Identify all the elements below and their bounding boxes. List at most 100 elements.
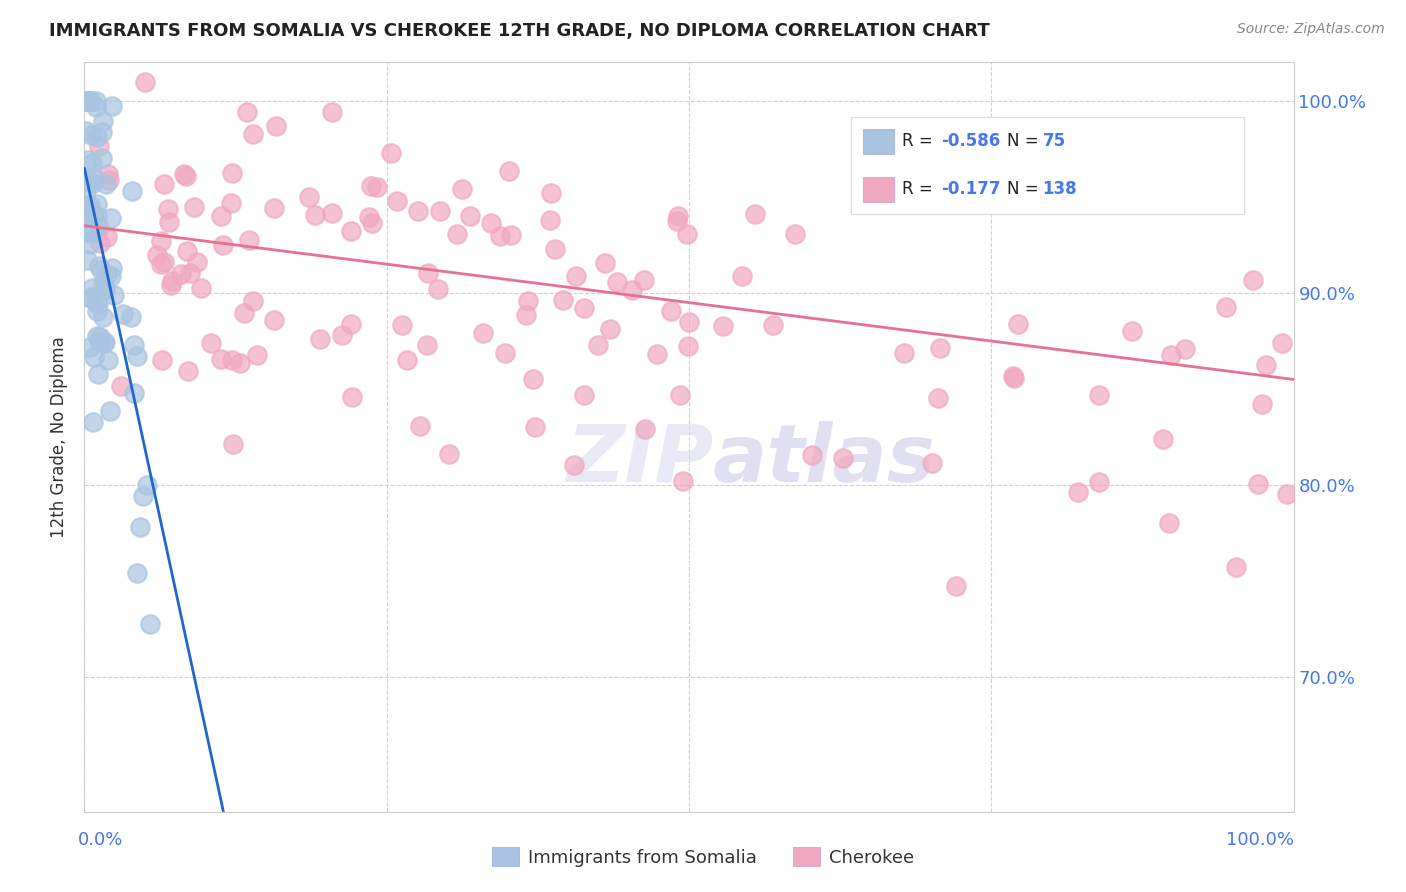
Point [515, 309, 537, 323]
Point [80, 281, 103, 295]
Point [785, 227, 807, 241]
Point [100, 404, 122, 418]
Point [409, 419, 432, 434]
Point [84, 100, 107, 114]
Point [94, 177, 117, 191]
Point [77, 153, 100, 167]
Point [672, 474, 695, 488]
Point [86, 304, 108, 318]
Point [1088, 387, 1111, 401]
Point [153, 177, 176, 191]
Point [90, 263, 112, 277]
Point [633, 422, 655, 436]
Point [86, 329, 108, 343]
Point [340, 318, 363, 332]
Point [87, 297, 110, 311]
Point [160, 274, 183, 288]
Point [222, 437, 245, 451]
Point [446, 227, 468, 241]
Point [149, 257, 172, 271]
Point [391, 318, 413, 332]
Point [1225, 559, 1247, 574]
Point [678, 315, 700, 329]
Point [89, 335, 111, 350]
Text: N =: N = [1007, 132, 1045, 151]
Point [153, 254, 176, 268]
Point [893, 346, 915, 360]
Point [340, 390, 363, 404]
Point [574, 301, 596, 315]
Point [120, 310, 142, 325]
Point [82, 416, 104, 430]
Point [406, 204, 429, 219]
Point [1121, 324, 1143, 338]
Point [75, 206, 97, 220]
Point [360, 216, 382, 230]
Point [744, 207, 766, 221]
Y-axis label: 12th Grade, No Diploma: 12th Grade, No Diploma [51, 336, 69, 538]
Point [79, 340, 101, 354]
Point [98, 173, 121, 187]
Point [574, 388, 596, 402]
Point [366, 180, 388, 194]
Point [86, 197, 108, 211]
Point [190, 281, 212, 295]
Point [522, 372, 544, 386]
Point [76, 94, 98, 108]
Point [831, 451, 853, 466]
Point [86, 220, 108, 235]
Point [1160, 348, 1182, 362]
Point [82, 177, 104, 191]
Text: 0.0%: 0.0% [79, 831, 124, 849]
Point [678, 339, 700, 353]
Point [669, 388, 692, 402]
Point [91, 114, 114, 128]
Point [499, 227, 522, 242]
Point [121, 184, 143, 198]
Point [79, 237, 101, 252]
Point [360, 179, 382, 194]
Point [429, 203, 451, 218]
Point [606, 275, 628, 289]
Point [221, 166, 243, 180]
Point [1251, 397, 1274, 411]
Point [471, 326, 494, 340]
Point [100, 211, 122, 225]
Point [86, 130, 108, 145]
Text: 75: 75 [1043, 132, 1066, 151]
Point [1247, 477, 1270, 491]
Point [731, 268, 754, 283]
Point [1215, 301, 1237, 315]
Point [263, 201, 285, 215]
Point [94, 283, 117, 297]
Point [494, 346, 516, 360]
Point [125, 566, 148, 581]
Point [800, 449, 823, 463]
Point [91, 152, 114, 166]
Point [232, 305, 254, 319]
Point [77, 224, 100, 238]
Point [86, 296, 108, 310]
Point [238, 233, 260, 247]
Text: -0.586: -0.586 [942, 132, 1001, 151]
Point [762, 318, 785, 332]
Point [97, 352, 120, 367]
Text: atlas: atlas [713, 420, 936, 499]
Point [79, 198, 101, 212]
Point [150, 353, 173, 368]
Point [170, 267, 193, 281]
Point [1007, 317, 1029, 331]
Point [82, 207, 104, 221]
Point [212, 238, 235, 252]
Point [80, 128, 103, 143]
Point [134, 75, 156, 89]
Point [89, 236, 111, 251]
Point [111, 307, 134, 321]
Point [79, 291, 101, 305]
Point [418, 266, 440, 280]
Point [177, 363, 200, 377]
Text: -0.177: -0.177 [942, 180, 1001, 198]
Point [1067, 485, 1090, 500]
Point [87, 138, 110, 153]
Point [157, 202, 180, 217]
